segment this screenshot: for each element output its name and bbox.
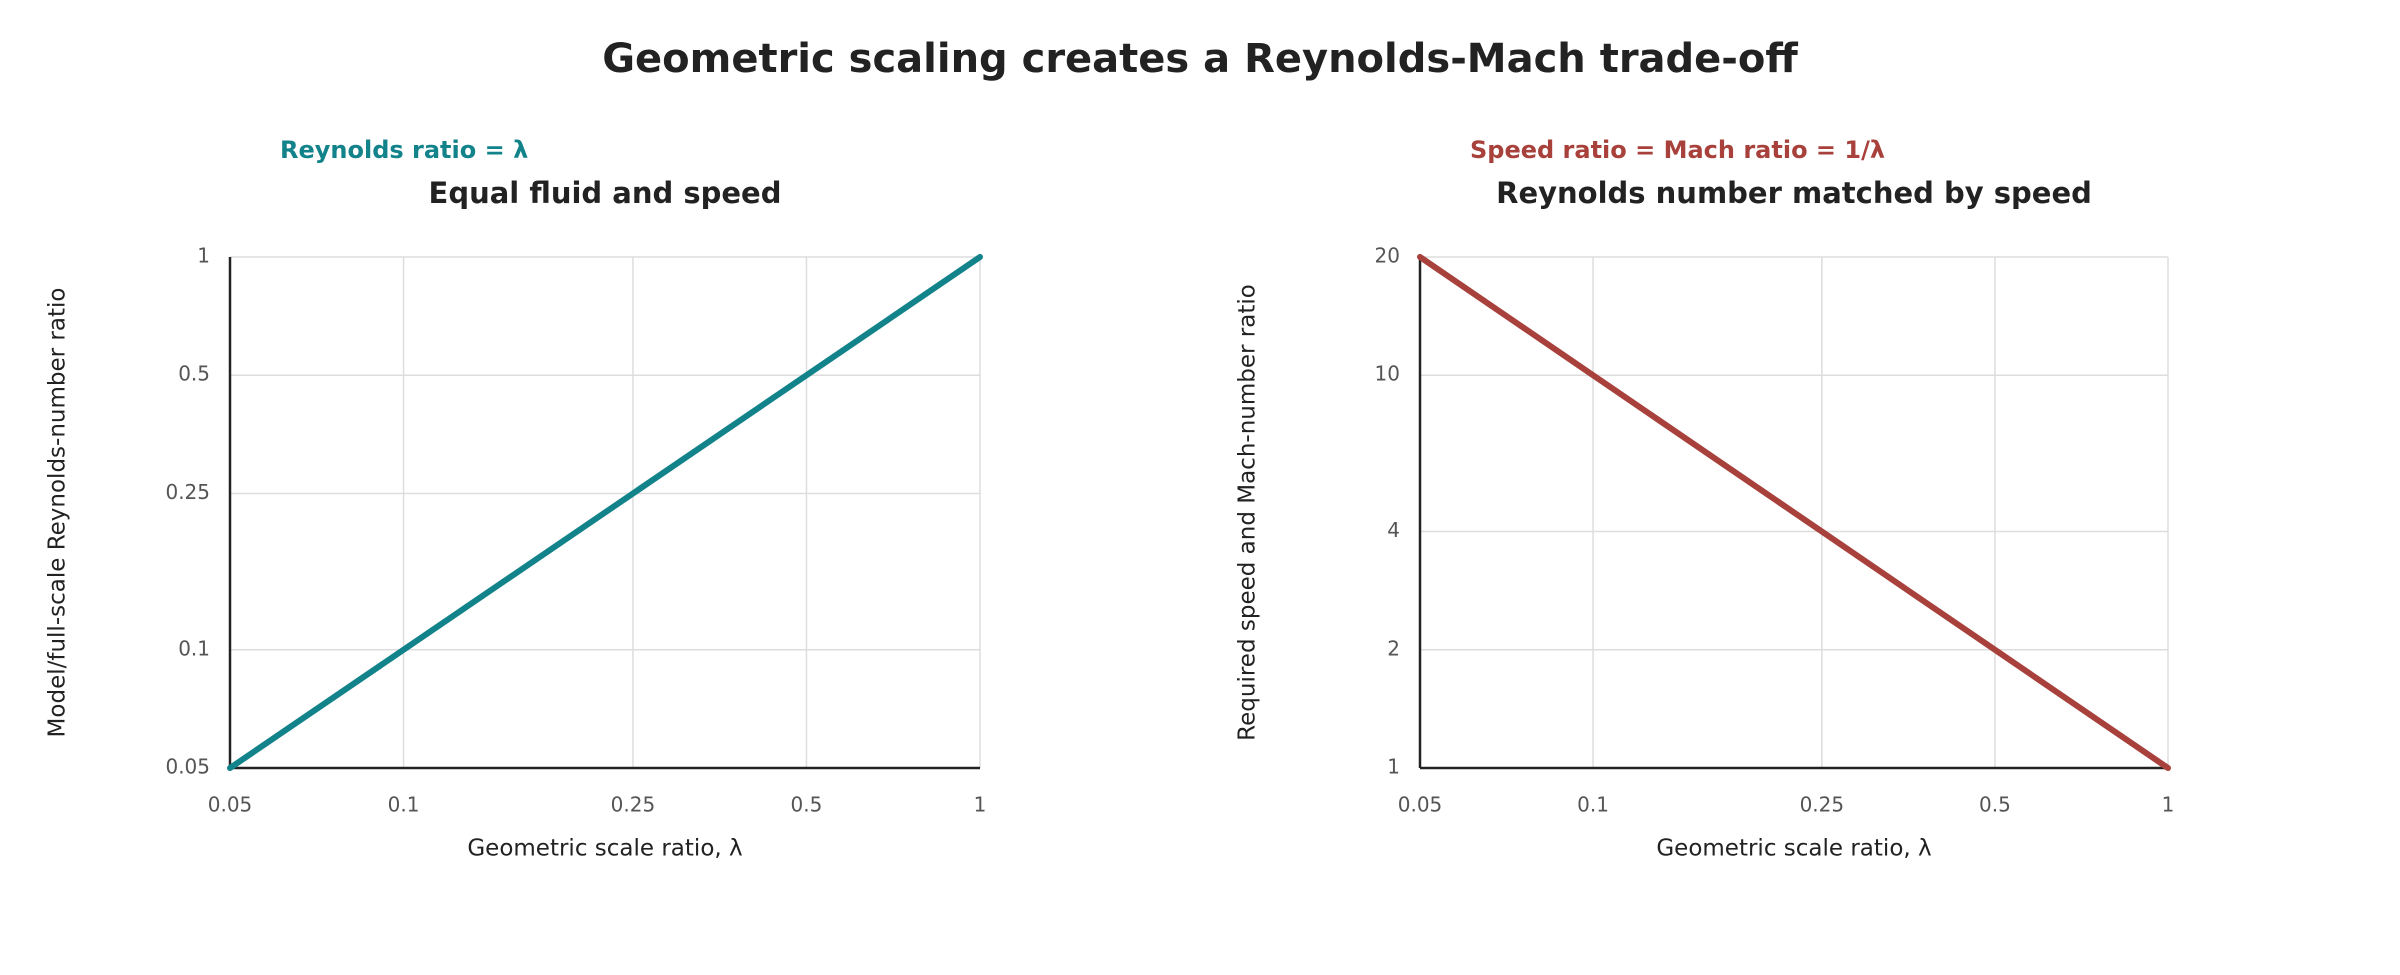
x-tick-label: 0.5 xyxy=(1979,793,2011,817)
x-tick-label: 1 xyxy=(2162,793,2175,817)
x-tick-label: 0.25 xyxy=(1800,793,1845,817)
y-tick-label: 0.25 xyxy=(165,480,210,504)
x-tick-label: 0.1 xyxy=(388,793,420,817)
y-tick-label: 2 xyxy=(1387,636,1400,660)
y-tick-label: 0.05 xyxy=(165,755,210,779)
figure-title: Geometric scaling creates a Reynolds-Mac… xyxy=(602,36,1798,82)
y-axis-label: Required speed and Mach-number ratio xyxy=(1235,284,1261,741)
x-axis-label: Geometric scale ratio, λ xyxy=(1656,836,1931,862)
annotation: Speed ratio = Mach ratio = 1/λ xyxy=(1470,136,1885,164)
y-tick-label: 0.5 xyxy=(178,362,210,386)
x-tick-label: 0.5 xyxy=(791,793,823,817)
x-axis-label: Geometric scale ratio, λ xyxy=(467,836,742,862)
x-tick-label: 0.25 xyxy=(611,793,656,817)
y-tick-label: 20 xyxy=(1375,244,1400,268)
y-tick-label: 4 xyxy=(1387,518,1400,542)
x-tick-label: 0.05 xyxy=(1398,793,1443,817)
x-tick-label: 0.1 xyxy=(1577,793,1609,817)
chart-subtitle: Reynolds number matched by speed xyxy=(1496,176,2092,210)
data-line xyxy=(1417,254,2171,771)
y-tick-label: 0.1 xyxy=(178,636,210,660)
x-tick-label: 0.05 xyxy=(208,793,253,817)
y-tick-label: 10 xyxy=(1375,362,1400,386)
chart-subtitle: Equal fluid and speed xyxy=(429,176,782,210)
annotation: Reynolds ratio = λ xyxy=(280,136,528,164)
x-tick-label: 1 xyxy=(974,793,987,817)
y-tick-label: 1 xyxy=(1387,755,1400,779)
data-line xyxy=(227,254,983,771)
y-axis-label: Model/full-scale Reynolds-number ratio xyxy=(45,288,71,738)
y-tick-label: 1 xyxy=(197,244,210,268)
